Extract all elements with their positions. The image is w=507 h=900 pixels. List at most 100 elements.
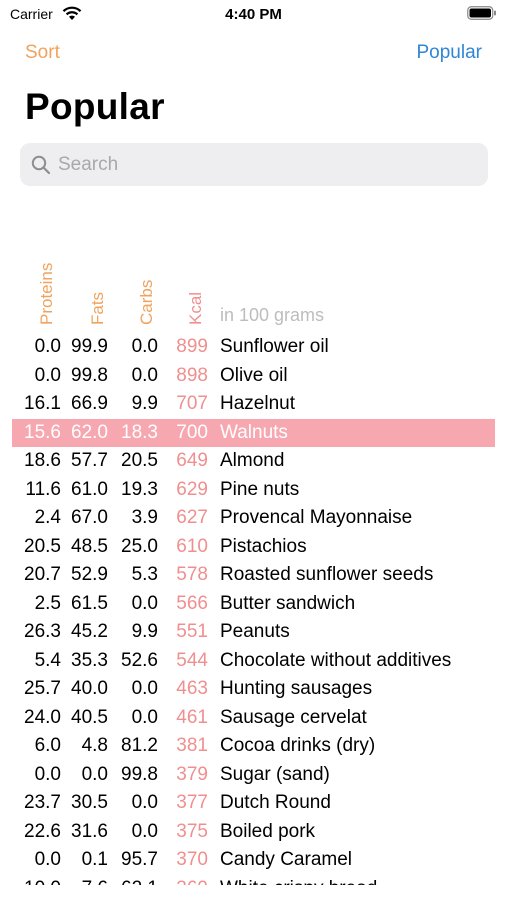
kcal-value: 700 <box>176 421 208 443</box>
table-row[interactable]: 22.6 31.6 0.0 375 Boiled pork <box>0 818 507 847</box>
food-name: Sunflower oil <box>220 336 329 357</box>
carbs-value: 0.0 <box>131 820 158 842</box>
kcal-value: 463 <box>176 678 208 699</box>
food-name: Butter sandwich <box>220 592 356 614</box>
fats-value: 66.9 <box>71 393 108 414</box>
table-row[interactable]: 25.7 40.0 0.0 463 Hunting sausages <box>0 675 507 704</box>
fats-header: Fats <box>88 291 107 325</box>
table-row[interactable]: 0.0 99.9 0.0 899 Sunflower oil <box>0 333 507 362</box>
carbs-value: 0.0 <box>131 592 158 614</box>
carbs-value: 0.0 <box>131 792 158 813</box>
food-name: Dutch Round <box>220 792 331 813</box>
proteins-value: 16.1 <box>24 393 61 414</box>
sort-button[interactable]: Sort <box>25 42 60 63</box>
table-row[interactable]: 18.6 57.7 20.5 649 Almond <box>0 447 507 476</box>
kcal-value: 898 <box>176 364 208 386</box>
table-row[interactable]: 0.0 99.8 0.0 898 Olive oil <box>0 362 507 391</box>
table-row[interactable]: 26.3 45.2 9.9 551 Peanuts <box>0 618 507 647</box>
table-row[interactable]: 2.4 67.0 3.9 627 Provencal Mayonnaise <box>0 504 507 533</box>
carbs-value: 0.0 <box>131 706 158 728</box>
kcal-value: 370 <box>176 849 208 870</box>
carbs-value: 3.9 <box>131 507 158 528</box>
carbs-value: 0.0 <box>131 364 158 386</box>
carbs-value: 9.9 <box>131 621 158 642</box>
carbs-value: 19.3 <box>121 478 158 500</box>
table-row[interactable]: 20.7 52.9 5.3 578 Roasted sunflower seeds <box>0 561 507 590</box>
search-input[interactable] <box>58 143 478 186</box>
proteins-value: 23.7 <box>24 792 61 813</box>
fats-value: 61.0 <box>71 478 108 500</box>
carbs-value: 99.8 <box>121 763 158 785</box>
fats-value: 40.5 <box>71 706 108 728</box>
proteins-header: Proteins <box>37 262 56 325</box>
proteins-value: 5.4 <box>34 649 61 671</box>
fats-value: 57.7 <box>71 450 108 471</box>
food-name: Candy Caramel <box>220 849 352 870</box>
kcal-value: 369 <box>160 875 208 886</box>
kcal-value: 707 <box>176 393 208 414</box>
food-list[interactable]: 0.0 99.9 0.0 899 Sunflower oil 0.0 99.8 0.0 898 O… <box>0 333 507 885</box>
kcal-value: 578 <box>176 564 208 585</box>
table-row[interactable]: 6.0 4.8 81.2 381 Cocoa drinks (dry) <box>0 732 507 761</box>
carbs-value: 0.0 <box>131 336 158 357</box>
carbs-value: 25.0 <box>121 535 158 557</box>
battery-icon <box>467 6 496 20</box>
table-row[interactable]: 0.0 0.1 95.7 370 Candy Caramel <box>0 846 507 875</box>
table-row[interactable]: 23.7 30.5 0.0 377 Dutch Round <box>0 789 507 818</box>
page-title: Popular <box>25 86 165 127</box>
food-name: Roasted sunflower seeds <box>220 564 434 585</box>
wifi-icon <box>62 6 82 20</box>
table-row[interactable]: 2.5 61.5 0.0 566 Butter sandwich <box>0 590 507 619</box>
food-name: Provencal Mayonnaise <box>220 507 413 528</box>
fats-value: 30.5 <box>71 792 108 813</box>
carbs-header: Carbs <box>137 279 156 325</box>
carbs-value: 20.5 <box>121 450 158 471</box>
table-row[interactable]: 24.0 40.5 0.0 461 Sausage cervelat <box>0 704 507 733</box>
carbs-value: 62.1 <box>110 875 158 886</box>
status-time: 4:40 PM <box>225 6 282 23</box>
food-name: Cocoa drinks (dry) <box>220 735 376 756</box>
proteins-value: 0.0 <box>34 763 61 785</box>
proteins-value: 15.6 <box>24 421 61 443</box>
kcal-value: 379 <box>176 763 208 785</box>
carbs-value: 81.2 <box>121 735 158 756</box>
carbs-value: 5.3 <box>131 564 158 585</box>
proteins-value: 18.6 <box>24 450 61 471</box>
fats-value: 52.9 <box>71 564 108 585</box>
fats-value: 4.8 <box>81 735 108 756</box>
kcal-value: 566 <box>176 592 208 614</box>
fats-value: 61.5 <box>71 592 108 614</box>
table-row[interactable]: 15.6 62.0 18.3 700 Walnuts <box>12 418 495 447</box>
kcal-value: 375 <box>176 820 208 842</box>
carbs-value: 18.3 <box>121 421 158 443</box>
table-row[interactable]: 11.6 61.0 19.3 629 Pine nuts <box>0 476 507 505</box>
food-name: Sausage cervelat <box>220 706 367 728</box>
unit-note: in 100 grams <box>220 305 325 325</box>
table-row[interactable]: 20.5 48.5 25.0 610 Pistachios <box>0 533 507 562</box>
food-name: White crispy bread <box>220 875 377 886</box>
proteins-value: 11.6 <box>25 478 61 500</box>
kcal-value: 381 <box>176 735 208 756</box>
kcal-value: 377 <box>176 792 208 813</box>
table-row[interactable]: 5.4 35.3 52.6 544 Chocolate without additive… <box>0 647 507 676</box>
fats-value: 99.9 <box>71 336 108 357</box>
proteins-value: 26.3 <box>24 621 61 642</box>
food-name: Hunting sausages <box>220 678 373 699</box>
table-row[interactable]: 16.1 66.9 9.9 707 Hazelnut <box>0 390 507 419</box>
search-icon <box>31 155 51 175</box>
kcal-value: 629 <box>176 478 208 500</box>
proteins-value: 0.0 <box>34 336 61 357</box>
table-row[interactable]: 10.07.662.1369 White crispy bread <box>0 875 507 886</box>
kcal-value: 610 <box>176 535 208 557</box>
table-row[interactable]: 0.0 0.0 99.8 379 Sugar (sand) <box>0 761 507 790</box>
food-name: Pistachios <box>220 535 307 557</box>
search-bar[interactable] <box>20 143 488 186</box>
proteins-value: 25.7 <box>24 678 61 699</box>
food-name: Boiled pork <box>220 820 316 842</box>
carbs-value: 0.0 <box>131 678 158 699</box>
fats-value: 40.0 <box>71 678 108 699</box>
carrier-label: Carrier <box>10 6 53 22</box>
popular-button[interactable]: Popular <box>416 42 483 63</box>
fats-value: 0.0 <box>81 763 108 785</box>
carbs-value: 9.9 <box>131 393 158 414</box>
